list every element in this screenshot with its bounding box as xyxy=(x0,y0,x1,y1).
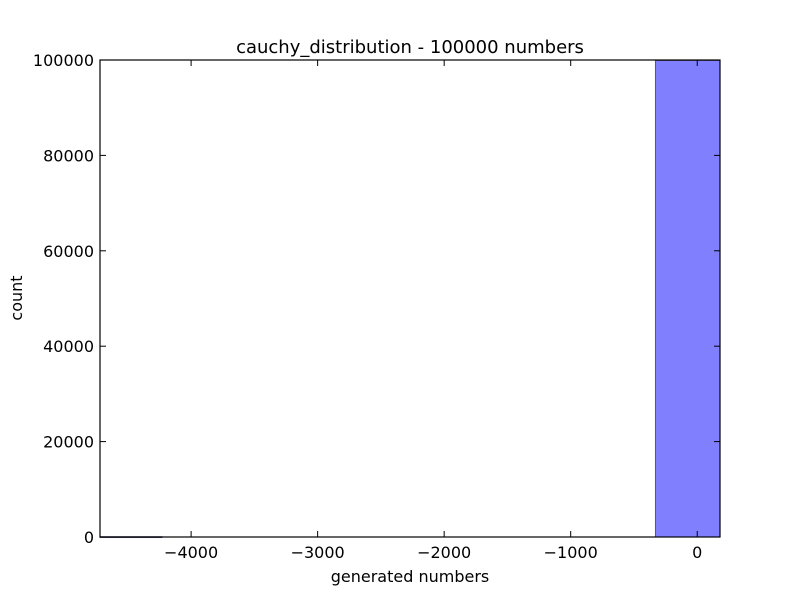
x-tick-label-0: −4000 xyxy=(164,543,218,562)
y-tick-label-0: 0 xyxy=(84,528,94,547)
x-axis-ticks: −4000 −3000 −2000 −1000 0 xyxy=(164,60,702,562)
y-axis-ticks: 0 20000 40000 60000 80000 100000 xyxy=(33,51,720,547)
y-tick-label-2: 40000 xyxy=(43,337,94,356)
histogram-bar-1 xyxy=(654,59,721,538)
x-axis-label: generated numbers xyxy=(331,567,490,586)
x-tick-label-2: −2000 xyxy=(417,543,471,562)
x-tick-label-1: −3000 xyxy=(291,543,345,562)
x-tick-label-3: −1000 xyxy=(544,543,598,562)
plot-frame xyxy=(99,59,721,538)
y-tick-label-1: 20000 xyxy=(43,433,94,452)
histogram-bars xyxy=(99,59,721,539)
x-tick-label-4: 0 xyxy=(692,543,702,562)
y-tick-label-4: 80000 xyxy=(43,146,94,165)
y-axis-label: count xyxy=(7,275,26,320)
y-tick-label-3: 60000 xyxy=(43,242,94,261)
chart-title: cauchy_distribution - 100000 numbers xyxy=(236,37,584,58)
y-tick-label-5: 100000 xyxy=(33,51,94,70)
